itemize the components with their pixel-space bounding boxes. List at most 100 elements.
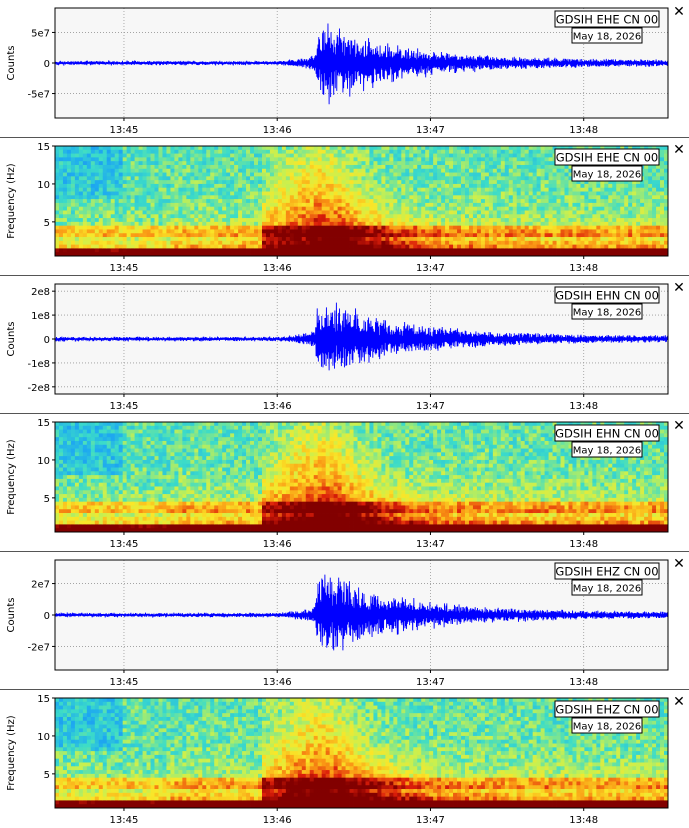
x-tick-label: 13:45: [110, 539, 139, 550]
x-tick-label: 13:46: [263, 125, 292, 136]
date-label: May 18, 2026: [573, 32, 641, 43]
y-tick-label: 2e8: [31, 287, 50, 298]
y-tick-label: 10: [37, 180, 50, 191]
station-label: GDSIH EHN CN 00: [555, 289, 659, 303]
close-panel-button[interactable]: ✕: [673, 280, 685, 296]
x-tick-label: 13:45: [110, 263, 139, 274]
y-tick-label: 1e8: [31, 311, 50, 322]
y-tick-label: 0: [44, 335, 50, 346]
spectrogram-panel-1: 15 10 5 13:45 13:46 13:47 13:48 Frequency (Hz) G…: [6, 142, 669, 274]
panel-separator: [0, 413, 689, 414]
plot-frame: [54, 145, 669, 257]
x-tick-label: 13:47: [416, 401, 445, 412]
station-label-box: [554, 10, 660, 28]
date-label-box: [571, 27, 643, 44]
x-tick-label: 13:46: [263, 539, 292, 550]
spectrogram-panel-3: 15 10 5 13:45 13:46 13:47 13:48 Frequency (Hz) G…: [6, 418, 669, 550]
y-tick-label: 5: [44, 494, 50, 505]
y-tick-label: 10: [37, 732, 50, 743]
waveform-trace: [55, 574, 668, 651]
y-tick-label: 5e7: [31, 28, 50, 39]
y-tick-label: -1e8: [28, 359, 51, 370]
x-tick-label: 13:46: [263, 815, 292, 826]
y-axis-label: Counts: [6, 46, 17, 81]
y-tick-label: 2e7: [31, 580, 50, 591]
panel-separator: [0, 137, 689, 138]
x-tick-label: 13:46: [263, 263, 292, 274]
panel-separator: [0, 551, 689, 552]
y-tick-label: 0: [44, 59, 50, 70]
station-label-box: [554, 700, 660, 718]
waveform-panel-0: 5e7 0 -5e7 13:45 13:46 13:47 13:48 Counts GDSIH …: [6, 7, 669, 136]
y-tick-label: 10: [37, 456, 50, 467]
station-label: GDSIH EHZ CN 00: [555, 565, 658, 579]
waveform-panel-4: 2e7 0 -2e7 13:45 13:46 13:47 13:48 Counts GDSIH …: [6, 559, 669, 688]
x-tick-label: 13:48: [569, 815, 598, 826]
y-tick-label: 15: [37, 142, 50, 153]
date-label: May 18, 2026: [573, 170, 641, 181]
close-panel-button[interactable]: ✕: [673, 418, 685, 434]
y-tick-label: -2e7: [28, 642, 51, 653]
plot-frame: [54, 421, 669, 533]
x-tick-label: 13:47: [416, 677, 445, 688]
date-label-box: [571, 579, 643, 596]
station-label-box: [554, 424, 660, 442]
x-tick-label: 13:47: [416, 263, 445, 274]
y-axis-label: Counts: [6, 598, 17, 633]
waveform-panel-2: 2e8 1e8 0 -1e8 -2e8 13:45 13:46 13:47 13:48 Count…: [6, 283, 669, 412]
date-label: May 18, 2026: [573, 446, 641, 457]
y-tick-label: 0: [44, 611, 50, 622]
close-panel-button[interactable]: ✕: [673, 4, 685, 20]
y-tick-label: 5: [44, 770, 50, 781]
waveform-trace: [55, 23, 668, 105]
x-tick-label: 13:45: [110, 677, 139, 688]
station-label: GDSIH EHN CN 00: [555, 427, 659, 441]
x-tick-label: 13:47: [416, 125, 445, 136]
date-label-box: [571, 717, 643, 734]
x-tick-label: 13:46: [263, 401, 292, 412]
x-tick-label: 13:48: [569, 677, 598, 688]
x-tick-label: 13:46: [263, 677, 292, 688]
x-tick-label: 13:48: [569, 125, 598, 136]
y-tick-label: -2e8: [28, 383, 51, 394]
y-tick-label: 5: [44, 218, 50, 229]
y-tick-label: 15: [37, 418, 50, 429]
date-label: May 18, 2026: [573, 308, 641, 319]
close-panel-button[interactable]: ✕: [673, 142, 685, 158]
y-axis-label: Frequency (Hz): [6, 715, 17, 791]
y-tick-label: 15: [37, 694, 50, 705]
close-panel-button[interactable]: ✕: [673, 694, 685, 710]
station-label-box: [554, 562, 660, 580]
spectrogram-panel-5: 15 10 5 13:45 13:46 13:47 13:48 Frequency (Hz) G…: [6, 694, 669, 826]
panel-separator: [0, 275, 689, 276]
date-label-box: [571, 165, 643, 182]
x-tick-label: 13:48: [569, 539, 598, 550]
station-label: GDSIH EHE CN 00: [556, 151, 659, 165]
station-label: GDSIH EHE CN 00: [556, 13, 659, 27]
station-label-box: [554, 286, 660, 304]
plot-frame: [54, 697, 669, 809]
y-tick-label: -5e7: [28, 90, 51, 101]
station-label: GDSIH EHZ CN 00: [555, 703, 658, 717]
x-tick-label: 13:48: [569, 263, 598, 274]
date-label: May 18, 2026: [573, 584, 641, 595]
spectrogram-cells: [55, 698, 668, 808]
date-label-box: [571, 441, 643, 458]
y-axis-label: Frequency (Hz): [6, 163, 17, 239]
y-axis-label: Counts: [6, 322, 17, 357]
date-label-box: [571, 303, 643, 320]
x-tick-label: 13:45: [110, 401, 139, 412]
panel-separator: [0, 689, 689, 690]
x-tick-label: 13:48: [569, 401, 598, 412]
x-tick-label: 13:47: [416, 539, 445, 550]
y-axis-label: Frequency (Hz): [6, 439, 17, 515]
waveform-trace: [55, 302, 668, 371]
close-panel-button[interactable]: ✕: [673, 556, 685, 572]
x-tick-label: 13:45: [110, 815, 139, 826]
spectrogram-cells: [55, 422, 668, 532]
x-tick-label: 13:47: [416, 815, 445, 826]
station-label-box: [554, 148, 660, 166]
date-label: May 18, 2026: [573, 722, 641, 733]
x-tick-label: 13:45: [110, 125, 139, 136]
